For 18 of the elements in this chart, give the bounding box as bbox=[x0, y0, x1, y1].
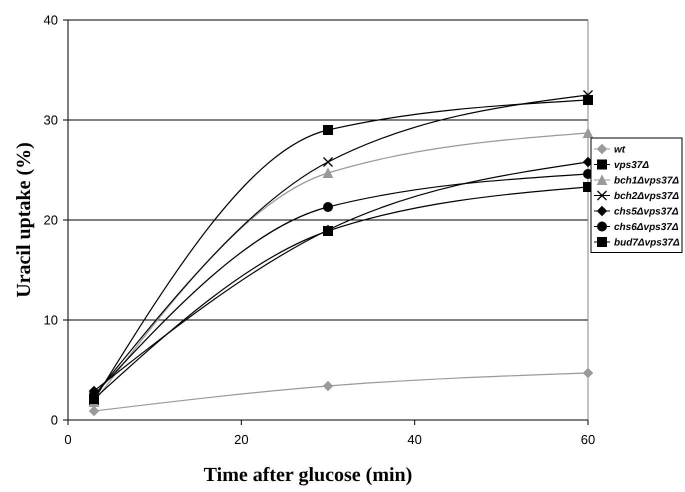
legend-label: chs5Δvps37Δ bbox=[614, 206, 679, 218]
x-tick-label: 20 bbox=[234, 432, 249, 447]
legend-label: vps37Δ bbox=[614, 160, 650, 171]
y-tick-label: 10 bbox=[44, 312, 58, 328]
y-tick-label: 20 bbox=[44, 212, 58, 228]
x-axis-title: Time after glucose (min) bbox=[204, 464, 412, 486]
y-axis-title: Uracil uptake (%) bbox=[13, 142, 35, 298]
legend-label: bch1Δvps37Δ bbox=[614, 176, 680, 186]
legend-label: chs6Δvps37Δ bbox=[614, 222, 679, 233]
legend-label: wt bbox=[614, 144, 626, 156]
x-tick-label: 40 bbox=[407, 432, 422, 447]
y-tick-label: 30 bbox=[44, 112, 58, 128]
legend-label: bud7Δvps37Δ bbox=[614, 238, 680, 248]
legend-label: bch2Δvps37Δ bbox=[614, 191, 680, 202]
x-tick-label: 0 bbox=[64, 432, 72, 447]
x-tick-label: 60 bbox=[580, 432, 596, 447]
y-tick-label: 40 bbox=[44, 12, 58, 28]
y-tick-label: 0 bbox=[50, 412, 58, 428]
